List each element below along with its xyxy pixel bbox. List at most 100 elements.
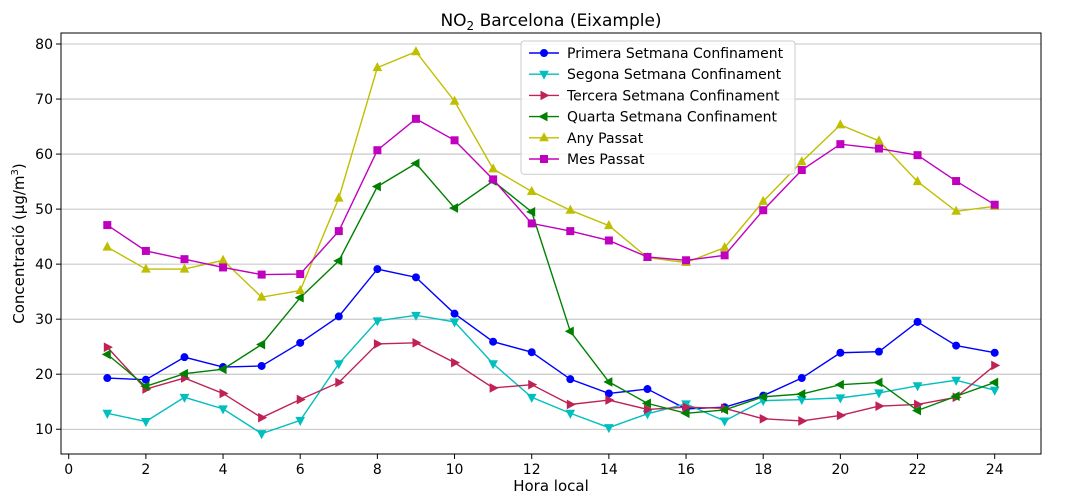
- data-point: [874, 389, 884, 399]
- data-point: [296, 270, 305, 279]
- data-point: [450, 136, 459, 145]
- data-point: [294, 292, 304, 303]
- data-point: [719, 242, 730, 252]
- data-point: [603, 377, 613, 387]
- data-point: [834, 379, 844, 390]
- data-point: [179, 263, 190, 273]
- data-point: [911, 405, 922, 416]
- data-point: [411, 46, 421, 56]
- legend-swatch-marker: [540, 90, 550, 101]
- data-point: [140, 381, 150, 392]
- x-tick-label: 24: [986, 462, 1004, 478]
- data-point: [836, 140, 845, 149]
- data-point: [488, 163, 498, 173]
- data-point: [451, 357, 461, 368]
- data-point: [951, 376, 961, 386]
- data-point: [295, 284, 306, 295]
- x-tick-label: 14: [600, 462, 618, 478]
- series-line: [106, 118, 996, 276]
- data-point: [951, 205, 961, 215]
- chart-title-main: NO: [440, 11, 466, 31]
- data-point: [643, 404, 654, 415]
- data-point: [141, 246, 150, 255]
- data-point: [796, 389, 806, 399]
- legend-entry: Tercera Setmana Confinament: [529, 88, 780, 104]
- data-point: [874, 347, 883, 356]
- y-axis-label: Concentració (µg/m3): [10, 163, 28, 324]
- data-point: [257, 270, 266, 279]
- data-point: [604, 220, 614, 230]
- data-point: [103, 342, 113, 353]
- series-line: [106, 50, 995, 298]
- data-point: [604, 236, 613, 245]
- data-point: [489, 337, 498, 346]
- data-point: [256, 291, 267, 301]
- data-point: [874, 135, 884, 145]
- data-point: [565, 409, 576, 419]
- data-point: [333, 256, 343, 266]
- data-point: [759, 413, 769, 424]
- data-point: [333, 360, 344, 370]
- y-tick-label: 20: [35, 367, 53, 383]
- data-point: [680, 408, 690, 419]
- data-point: [719, 405, 729, 415]
- data-point: [836, 410, 846, 421]
- series-3: [103, 338, 1001, 426]
- y-tick-label: 10: [35, 422, 53, 438]
- data-point: [566, 399, 576, 410]
- x-tick-label: 22: [909, 462, 927, 478]
- data-point: [335, 377, 345, 388]
- y-tick-label: 70: [35, 92, 53, 108]
- data-point: [141, 263, 151, 273]
- data-point: [566, 375, 575, 384]
- data-point: [178, 368, 188, 379]
- data-point: [373, 339, 383, 349]
- chart-title: NO2 Barcelona (Eixample): [440, 11, 661, 33]
- data-point: [450, 309, 459, 318]
- y-tick-label: 60: [35, 147, 53, 163]
- data-point: [991, 360, 1001, 371]
- data-point: [333, 192, 344, 202]
- plot-area-frame: [60, 32, 1042, 455]
- legend-label: Tercera Setmana Confinament: [566, 88, 780, 104]
- data-point: [604, 389, 613, 398]
- data-point: [798, 416, 808, 426]
- data-point: [526, 207, 536, 217]
- chart-title-rest: Barcelona (Eixample): [474, 11, 661, 31]
- data-point: [296, 394, 306, 405]
- data-point: [527, 348, 536, 357]
- data-point: [489, 175, 498, 184]
- x-tick-label: 2: [141, 462, 150, 478]
- data-point: [990, 348, 999, 357]
- data-point: [526, 393, 537, 403]
- data-point: [180, 353, 189, 362]
- data-point: [411, 114, 420, 123]
- data-point: [449, 318, 460, 328]
- data-point: [796, 156, 807, 166]
- x-axis-label: Hora local: [513, 477, 589, 495]
- data-point: [912, 382, 923, 392]
- data-point: [950, 391, 960, 402]
- chart-title-subscript: 2: [467, 19, 475, 33]
- legend-entry: Quarta Setmana Confinament: [529, 110, 777, 126]
- series-line: [107, 314, 995, 435]
- legend-swatch-marker: [540, 155, 548, 163]
- x-tick-label: 10: [446, 462, 464, 478]
- data-point: [565, 204, 576, 214]
- y-axis-label-end: ): [10, 163, 28, 169]
- data-point: [371, 181, 381, 192]
- data-point: [759, 206, 768, 215]
- x-tick-label: 20: [831, 462, 849, 478]
- data-point: [835, 394, 846, 404]
- data-point: [758, 195, 769, 205]
- legend-label: Mes Passat: [567, 152, 645, 168]
- data-point: [719, 417, 730, 427]
- data-point: [720, 251, 729, 260]
- x-tick-label: 8: [373, 462, 382, 478]
- data-point: [334, 312, 343, 321]
- data-point: [952, 177, 961, 186]
- y-axis-label-superscript: 3: [10, 169, 21, 175]
- x-tick-label: 16: [677, 462, 695, 478]
- data-point: [102, 241, 113, 251]
